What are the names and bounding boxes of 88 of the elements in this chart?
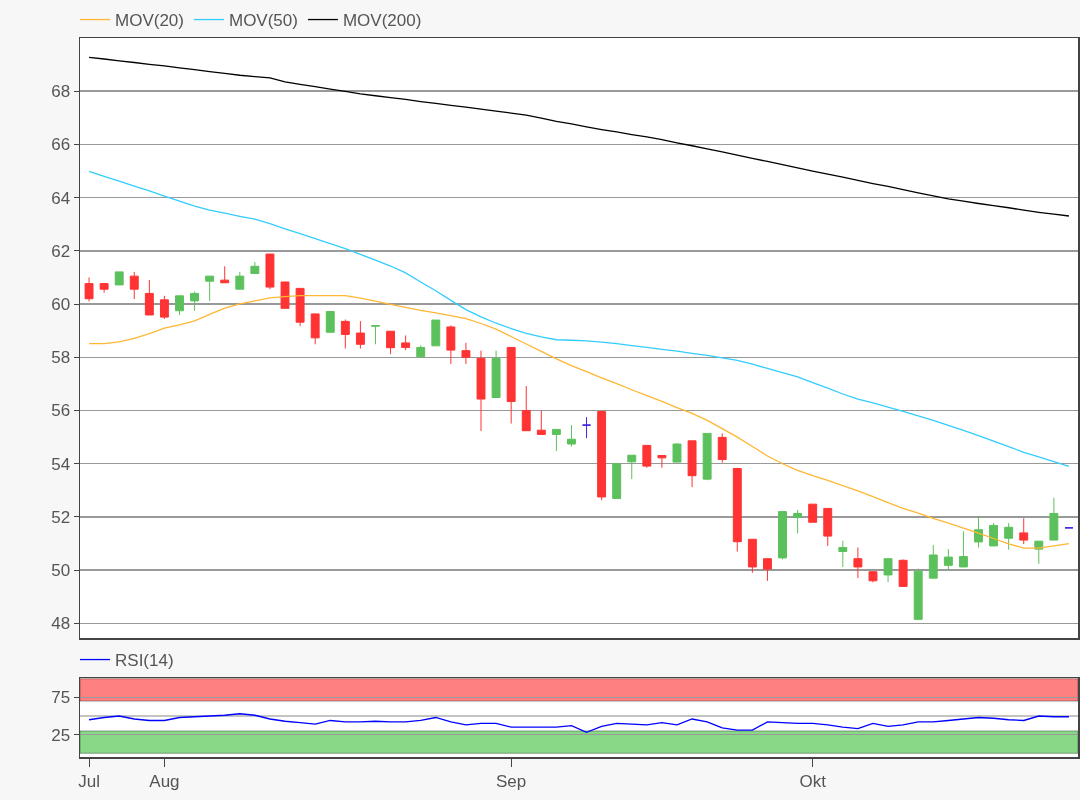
line-series: [88, 294, 1070, 549]
candlestick: [642, 444, 652, 469]
candlestick: [1049, 497, 1059, 541]
legend-label: MOV(200): [342, 11, 422, 31]
candlestick: [114, 271, 124, 286]
candlestick: [250, 261, 260, 274]
candlestick: [958, 530, 968, 568]
candlestick: [823, 507, 833, 547]
y-tick-label: 62: [51, 241, 71, 261]
y-tick-label: 50: [51, 561, 71, 581]
x-tick-label: Okt: [799, 771, 827, 791]
candlestick: [582, 416, 591, 439]
candlestick: [612, 463, 622, 500]
candlestick: [898, 559, 908, 587]
candlestick: [265, 253, 275, 290]
y-tick-label: 66: [51, 135, 71, 155]
candlestick: [567, 424, 576, 447]
candlestick: [84, 276, 94, 302]
candlestick: [838, 540, 848, 568]
candlestick: [989, 522, 999, 547]
candlestick: [371, 325, 380, 345]
candlestick: [416, 344, 426, 358]
candlestick: [340, 319, 350, 350]
candlestick: [551, 428, 561, 452]
candlestick: [747, 538, 757, 574]
candlestick: [175, 295, 184, 316]
x-tick-label: Aug: [149, 771, 180, 791]
candlestick: [702, 432, 712, 481]
candlestick: [717, 432, 727, 464]
candlestick: [431, 319, 441, 347]
candlestick: [295, 287, 305, 327]
legend-label: MOV(20): [115, 11, 184, 31]
candlestick: [627, 454, 637, 480]
candlestick: [190, 291, 200, 312]
candlestick: [868, 571, 878, 583]
candlestick: [732, 467, 742, 553]
candlestick: [883, 558, 893, 583]
y-tick-label: 64: [51, 188, 71, 208]
line-series: [88, 713, 1070, 734]
candlestick: [461, 342, 471, 365]
candlestick: [778, 511, 787, 561]
candlestick: [129, 271, 139, 300]
candlestick: [401, 334, 411, 351]
candlestick: [853, 547, 863, 579]
candlestick: [808, 503, 818, 523]
candlestick: [99, 283, 109, 294]
candlestick: [235, 271, 245, 290]
y-tick-label: 60: [51, 295, 71, 315]
y-tick-label: 58: [51, 348, 71, 368]
candlestick: [491, 350, 501, 398]
candlestick: [280, 281, 290, 309]
candlestick: [943, 548, 953, 571]
candlestick: [205, 275, 215, 302]
x-tick-label: Jul: [78, 771, 100, 791]
y-tick-label: 75: [51, 688, 71, 708]
legend-label: RSI(14): [115, 651, 174, 671]
y-tick-label: 68: [51, 82, 71, 102]
candlestick: [1019, 517, 1029, 545]
line-series: [88, 170, 1070, 468]
candlestick: [144, 279, 154, 316]
candlestick: [597, 411, 607, 501]
y-tick-label: 48: [51, 614, 71, 634]
y-tick-label: 54: [51, 454, 71, 474]
line-series: [88, 56, 1070, 217]
candlestick: [521, 385, 531, 432]
candlestick: [793, 509, 803, 534]
candlestick: [657, 454, 667, 469]
candlestick: [687, 440, 697, 488]
candlestick: [159, 295, 169, 320]
candlestick: [310, 313, 320, 345]
candlestick: [446, 324, 456, 365]
candlestick: [386, 330, 396, 355]
candlestick: [506, 346, 516, 425]
candlestick: [1004, 522, 1014, 551]
candlestick: [762, 558, 772, 582]
y-tick-label: 25: [51, 725, 71, 745]
candlestick: [325, 311, 335, 333]
candlestick: [220, 265, 230, 284]
x-tick-label: Sep: [496, 771, 527, 791]
y-tick-label: 56: [51, 401, 71, 421]
legend-label: MOV(50): [228, 11, 298, 31]
candlestick: [355, 320, 365, 350]
candlestick: [536, 410, 546, 435]
candlestick: [913, 568, 923, 620]
candlestick: [928, 544, 938, 579]
candlestick: [672, 442, 682, 463]
y-tick-label: 52: [51, 507, 71, 527]
candlestick: [476, 350, 486, 432]
